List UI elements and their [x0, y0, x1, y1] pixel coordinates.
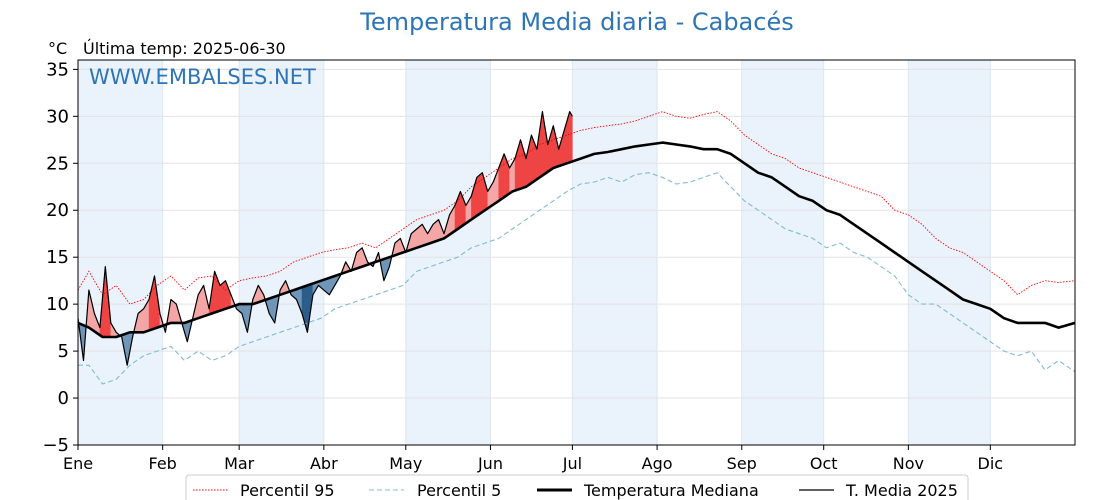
unit-label: °C [48, 39, 67, 58]
p95-line [77, 111, 1076, 305]
p5-line [78, 172, 1076, 385]
above-median-fill [225, 280, 232, 310]
legend-label-median: Temperatura Mediana [583, 481, 759, 500]
x-tick-label: Abr [310, 454, 338, 473]
y-tick-label: 25 [46, 153, 69, 174]
x-tick-label: Jun [477, 454, 503, 473]
above-median-fill [476, 172, 483, 217]
y-tick-label: 15 [46, 247, 69, 268]
month-band [78, 60, 163, 445]
legend-label-p5: Percentil 5 [417, 481, 501, 500]
x-tick-label: Ago [642, 454, 673, 473]
median-line [77, 141, 1076, 339]
x-tick-label: Ene [63, 454, 93, 473]
x-tick-label: Dic [978, 454, 1004, 473]
chart-title: Temperatura Media diaria - Cabacés [359, 8, 793, 36]
y-tick-label: 30 [46, 106, 69, 127]
x-tick-label: Jul [562, 454, 582, 473]
month-band [908, 60, 991, 445]
month-band [405, 60, 491, 445]
legend: Percentil 95 Percentil 5 Temperatura Med… [185, 474, 969, 500]
above-median-fill [525, 135, 532, 188]
month-bands [78, 60, 991, 445]
above-median-fill [569, 110, 573, 163]
x-tick-label: Feb [149, 454, 177, 473]
y-tick-label: 5 [58, 341, 69, 362]
watermark: WWW.EMBALSES.NET [89, 65, 316, 89]
y-tick-label: 35 [46, 59, 69, 80]
y-tick-label: −5 [42, 435, 69, 456]
y-axis: −5 0 5 10 15 20 25 30 35 [42, 59, 78, 456]
x-axis: Ene Feb Mar Abr May Jun Jul Ago Sep Oct Nov Dic [63, 445, 1003, 473]
above-median-fill [547, 125, 554, 173]
x-tick-label: Sep [727, 454, 757, 473]
legend-label-p95: Percentil 95 [240, 481, 335, 500]
current-year-line [77, 111, 573, 366]
x-tick-label: Nov [893, 454, 924, 473]
legend-box [185, 474, 969, 500]
month-band [741, 60, 824, 445]
legend-label-current: T. Media 2025 [845, 481, 958, 500]
y-tick-label: 0 [58, 388, 69, 409]
y-tick-label: 10 [46, 294, 69, 315]
month-band [572, 60, 658, 445]
series-lines [77, 111, 1076, 385]
last-temp-label: Última temp: 2025-06-30 [83, 39, 286, 58]
x-tick-label: May [389, 454, 422, 473]
month-band [239, 60, 324, 445]
plot-frame [77, 59, 1076, 446]
x-tick-label: Oct [810, 454, 838, 473]
y-tick-label: 20 [46, 200, 69, 221]
x-tick-label: Mar [224, 454, 255, 473]
